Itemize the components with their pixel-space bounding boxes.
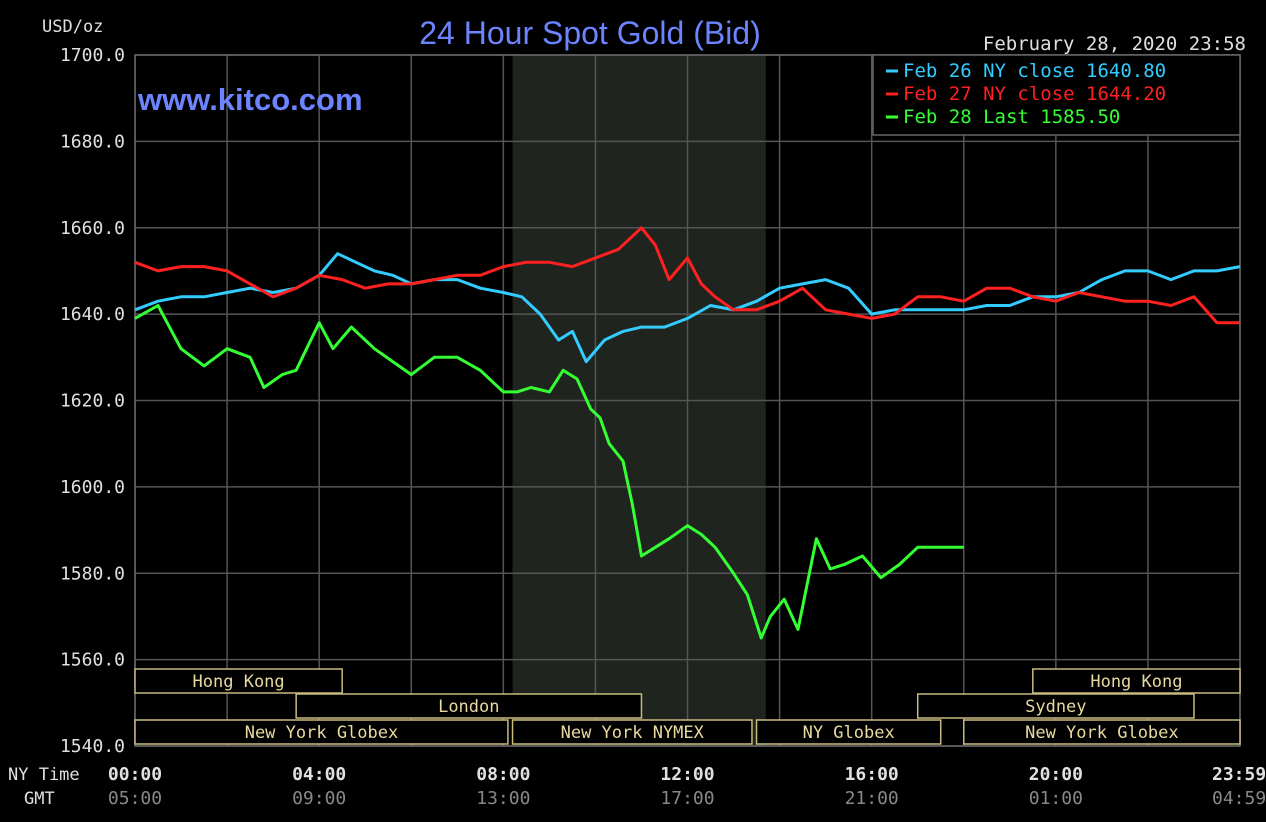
x-tick-label-ny: 08:00 bbox=[476, 764, 530, 785]
session-bar: New York Globex bbox=[963, 719, 1241, 745]
ny-time-label: NY Time bbox=[8, 765, 80, 785]
series-line bbox=[134, 304, 964, 640]
session-bar: New York Globex bbox=[134, 719, 509, 745]
session-bar: Sydney bbox=[916, 693, 1195, 719]
y-tick-label: 1680.0 bbox=[60, 131, 125, 152]
session-box bbox=[134, 719, 509, 745]
x-tick-label-gmt: 13:00 bbox=[476, 788, 530, 809]
session-box bbox=[511, 719, 753, 745]
session-label: New York Globex bbox=[1025, 723, 1179, 743]
session-box bbox=[963, 719, 1241, 745]
session-box bbox=[1032, 668, 1241, 694]
legend-entry: Feb 26 NY close 1640.80 bbox=[903, 60, 1166, 82]
x-tick-label-gmt: 05:00 bbox=[108, 788, 162, 809]
y-axis-ticks: 1700.0 1680.0 1660.0 1640.0 1620.0 1600.0 1580… bbox=[60, 45, 125, 757]
session-bar: London bbox=[295, 693, 643, 719]
session-box bbox=[916, 693, 1195, 719]
series-line bbox=[134, 226, 1240, 325]
x-tick-label-ny: 20:00 bbox=[1029, 764, 1083, 785]
y-axis-label: USD/oz bbox=[42, 17, 103, 37]
x-tick-label-gmt: 17:00 bbox=[660, 788, 714, 809]
x-tick-label-gmt: 04:59 bbox=[1212, 788, 1266, 809]
legend-box bbox=[872, 54, 1241, 136]
session-label: Hong Kong bbox=[193, 672, 285, 692]
watermark: www.kitco.com bbox=[137, 82, 363, 117]
session-bar: New York NYMEX bbox=[511, 719, 753, 745]
x-tick-label-ny: 00:00 bbox=[108, 764, 162, 785]
session-label: Hong Kong bbox=[1090, 672, 1182, 692]
y-tick-label: 1560.0 bbox=[60, 650, 125, 671]
grid bbox=[134, 54, 1241, 747]
session-label: New York NYMEX bbox=[561, 723, 705, 743]
chart-title: 24 Hour Spot Gold (Bid) bbox=[419, 15, 761, 51]
x-tick-label-gmt: 21:00 bbox=[845, 788, 899, 809]
y-tick-label: 1580.0 bbox=[60, 563, 125, 584]
x-tick-label-ny: 23:59 bbox=[1212, 764, 1266, 785]
y-tick-label: 1660.0 bbox=[60, 218, 125, 239]
session-box bbox=[134, 668, 343, 694]
session-bar: Hong Kong bbox=[1032, 668, 1241, 694]
timestamp: February 28, 2020 23:58 bbox=[983, 33, 1246, 55]
y-tick-label: 1540.0 bbox=[60, 736, 125, 757]
session-bar: Hong Kong bbox=[134, 668, 343, 694]
x-tick-label-gmt: 01:00 bbox=[1029, 788, 1083, 809]
x-tick-label-gmt: 09:00 bbox=[292, 788, 346, 809]
y-tick-label: 1640.0 bbox=[60, 304, 125, 325]
session-bar: NY Globex bbox=[755, 719, 942, 745]
y-tick-label: 1600.0 bbox=[60, 477, 125, 498]
y-tick-label: 1620.0 bbox=[60, 391, 125, 412]
gmt-label: GMT bbox=[24, 789, 55, 809]
x-tick-label-ny: 04:00 bbox=[292, 764, 346, 785]
session-label: Sydney bbox=[1025, 697, 1086, 717]
y-tick-label: 1700.0 bbox=[60, 45, 125, 66]
session-label: New York Globex bbox=[245, 723, 399, 743]
legend-entry: Feb 27 NY close 1644.20 bbox=[903, 83, 1166, 105]
x-tick-label-ny: 12:00 bbox=[660, 764, 714, 785]
session-box bbox=[295, 693, 643, 719]
session-label: NY Globex bbox=[803, 723, 895, 743]
trading-sessions: Hong Kong Hong Kong London Sydney New York G… bbox=[134, 668, 1241, 745]
session-box bbox=[755, 719, 942, 745]
x-tick-label-ny: 16:00 bbox=[845, 764, 899, 785]
series-line bbox=[134, 252, 1241, 364]
x-axis-ticks: 00:00 05:00 04:00 09:00 08:00 13:00 12:00 17:00… bbox=[108, 764, 1266, 809]
session-label: London bbox=[438, 697, 499, 717]
legend-entry: Feb 28 Last 1585.50 bbox=[903, 106, 1120, 128]
plot-border bbox=[134, 54, 1241, 747]
series-lines bbox=[134, 226, 1241, 640]
